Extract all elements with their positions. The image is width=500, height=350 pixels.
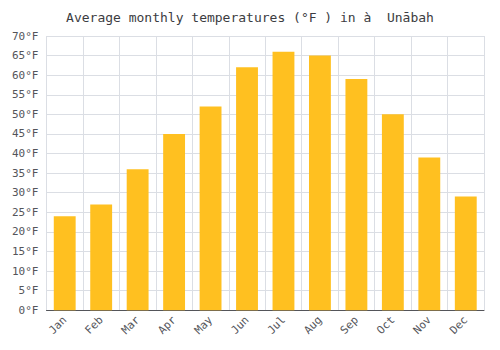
svg-text:Apr: Apr [155,313,178,336]
svg-text:55°F: 55°F [12,88,39,101]
svg-text:Nov: Nov [411,313,434,336]
svg-text:15°F: 15°F [12,245,39,258]
svg-text:30°F: 30°F [12,186,39,199]
svg-text:May: May [192,313,215,336]
svg-text:35°F: 35°F [12,167,39,180]
svg-text:0°F: 0°F [19,304,39,317]
svg-text:Jan: Jan [46,314,69,337]
svg-text:50°F: 50°F [12,108,39,121]
svg-text:45°F: 45°F [12,127,39,140]
svg-text:Average monthly temperatures (: Average monthly temperatures (°F ) in à … [66,10,434,25]
svg-text:70°F: 70°F [12,30,39,43]
svg-text:Oct: Oct [374,314,397,337]
svg-text:65°F: 65°F [12,49,39,62]
svg-text:40°F: 40°F [12,147,39,160]
svg-text:Sep: Sep [338,314,361,337]
svg-text:25°F: 25°F [12,206,39,219]
svg-text:Jun: Jun [228,314,251,337]
svg-text:Jul: Jul [265,314,288,337]
svg-text:60°F: 60°F [12,69,39,82]
svg-text:Dec: Dec [447,314,470,337]
svg-text:5°F: 5°F [19,284,39,297]
svg-text:Aug: Aug [301,314,324,337]
svg-text:Feb: Feb [83,314,106,337]
svg-text:Mar: Mar [119,313,142,336]
svg-text:10°F: 10°F [12,265,39,278]
svg-text:20°F: 20°F [12,225,39,238]
